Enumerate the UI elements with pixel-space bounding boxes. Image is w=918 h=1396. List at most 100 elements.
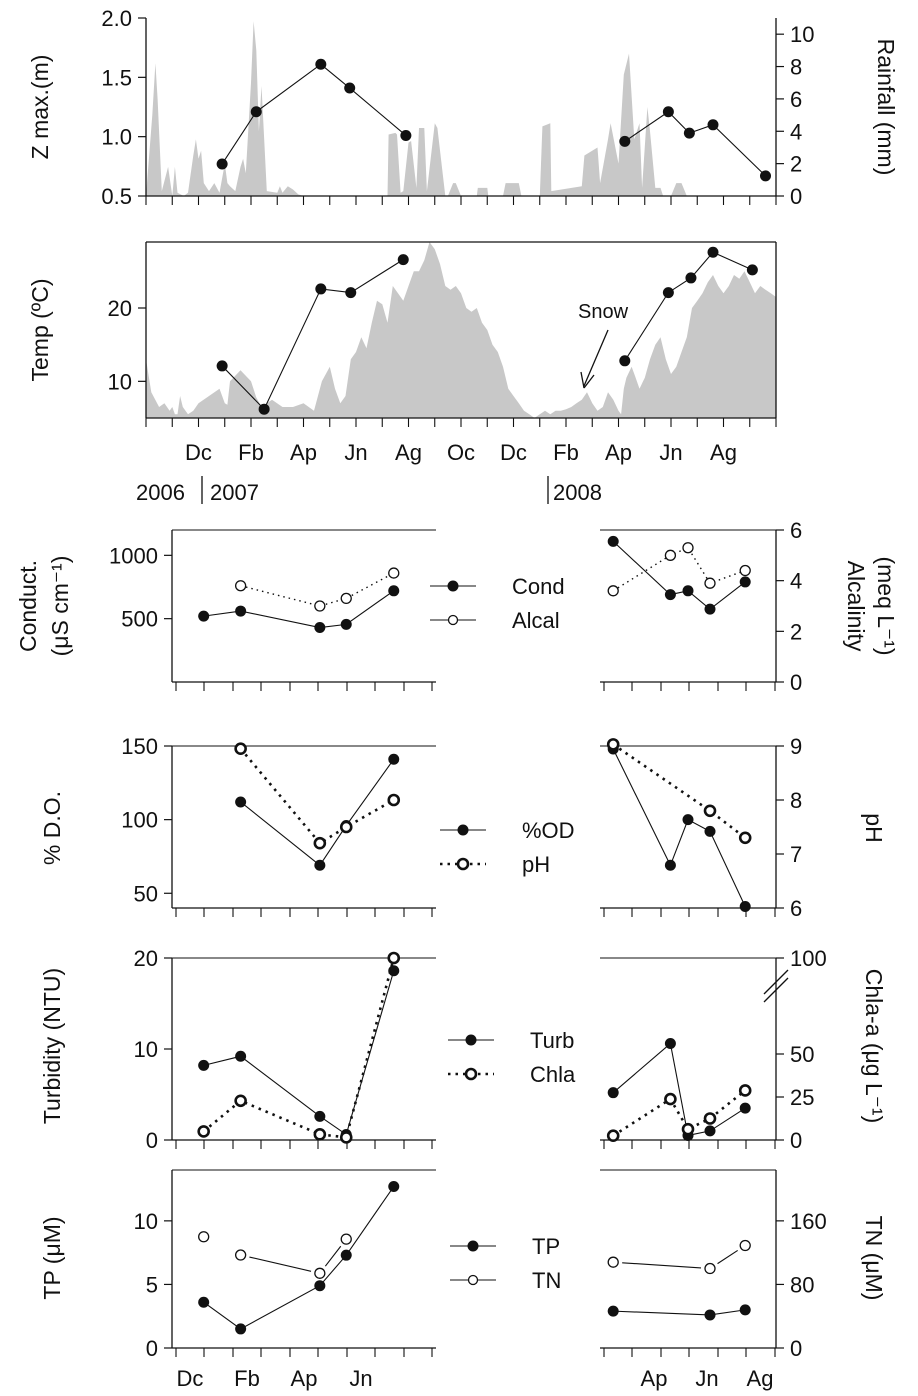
panel-temp: 10 20 Dc Fb Ap Jn Ag Oc Dc Fb Ap Jn Ag Temp (ºC): [27, 241, 777, 465]
y-axis-label-units: (μS cm⁻¹): [47, 556, 73, 657]
panel-conductivity: 500 1000 0 2 4 6 Cond Alcal Conduct. (μS cm⁻¹) Alc…: [15, 518, 899, 695]
data-point: [216, 360, 228, 372]
y2-tick-label: 8: [790, 788, 802, 813]
y-tick-label: 10: [108, 369, 132, 394]
y2-tick-label: 0: [790, 670, 802, 695]
data-point: [314, 1280, 326, 1292]
legend-label: Alcal: [512, 608, 560, 633]
legend-marker: [456, 857, 470, 871]
y-tick-label: 20: [134, 946, 158, 971]
x-tick-label: Fb: [238, 440, 264, 465]
data-point-open: [703, 1112, 717, 1125]
data-point-open: [313, 1128, 327, 1141]
y-tick-label: 20: [108, 296, 132, 321]
y2-tick-label: 10: [790, 22, 814, 47]
data-point: [314, 1110, 326, 1122]
legend-label: Turb: [530, 1028, 574, 1053]
data-point: [340, 618, 352, 630]
x-tick-label: Jn: [659, 440, 682, 465]
snow-annotation: Snow: [578, 301, 629, 323]
data-point: [258, 403, 270, 415]
data-point: [607, 1087, 619, 1099]
data-point-open: [739, 1239, 751, 1252]
series-line: [324, 1245, 342, 1267]
data-point: [388, 585, 400, 597]
y-axis-label: TP (μM): [39, 1216, 65, 1299]
x-tick-label: Ap: [290, 440, 317, 465]
series-line: [622, 1262, 702, 1269]
y2-tick-label: 6: [790, 518, 802, 543]
x-tick-label: Jn: [695, 1366, 718, 1391]
air-temperature-area: [146, 242, 776, 418]
data-point: [340, 1249, 352, 1261]
legend-label: pH: [522, 852, 550, 877]
data-point: [664, 589, 676, 601]
y-axis-label: Turbidity (NTU): [39, 968, 65, 1124]
y-tick-label: 10: [134, 1037, 158, 1062]
series-line: [613, 1309, 746, 1316]
y-axis-label: Z max.(m): [27, 55, 53, 160]
data-point-open: [339, 1131, 353, 1144]
y2-tick-label: 160: [790, 1209, 827, 1234]
x-tick-label: Fb: [553, 440, 579, 465]
data-point: [704, 825, 716, 837]
data-point: [704, 603, 716, 615]
data-point: [739, 1304, 751, 1316]
data-point-open: [681, 1122, 695, 1136]
legend-marker: [457, 824, 469, 836]
data-point-open: [738, 831, 752, 845]
y-tick-label: 1000: [109, 543, 158, 568]
data-point: [682, 814, 694, 826]
y2-axis-label: Chla-a (μg L⁻¹): [861, 969, 887, 1124]
legend-label: %OD: [522, 818, 575, 843]
data-point-open: [387, 793, 401, 807]
series-line: [612, 546, 746, 592]
data-point: [664, 859, 676, 871]
data-point-open: [664, 549, 677, 561]
y2-axis-label: Alcalinity: [843, 561, 869, 652]
series-line: [240, 758, 395, 867]
axis-break-mark: [763, 969, 789, 995]
snow-arrow-head: [580, 371, 595, 389]
x-tick-label: Dc: [500, 440, 527, 465]
data-point: [388, 753, 400, 765]
x-tick-label: Ag: [747, 1366, 774, 1391]
x-tick-label: Ap: [291, 1366, 318, 1391]
y2-tick-label: 100: [790, 946, 827, 971]
series-line: [717, 1249, 738, 1265]
data-point-open: [682, 542, 694, 554]
data-point: [388, 1181, 400, 1193]
y-tick-label: 150: [121, 734, 158, 759]
legend-marker: [465, 1034, 477, 1046]
data-point: [198, 1059, 210, 1071]
data-point-open: [739, 564, 751, 577]
data-point: [704, 1309, 716, 1321]
panel-dissolved-oxygen: 50 100 150 6 7 8 9 %OD pH % D.O. pH: [39, 734, 887, 921]
y2-tick-label: 80: [790, 1272, 814, 1297]
rainfall-area: [146, 21, 776, 197]
y2-tick-label: 0: [790, 1336, 802, 1361]
legend-label: Chla: [530, 1062, 576, 1087]
data-point-open: [197, 1125, 210, 1138]
y2-tick-label: 4: [790, 119, 802, 144]
y-tick-label: 0: [146, 1336, 158, 1361]
data-point-open: [606, 738, 620, 751]
y2-tick-label: 25: [790, 1085, 814, 1110]
data-point: [683, 127, 695, 139]
legend-label: Cond: [512, 574, 565, 599]
x-tick-label: Dc: [185, 440, 212, 465]
data-point-open: [607, 1256, 619, 1268]
legend-marker: [467, 1240, 479, 1252]
y2-tick-label: 6: [790, 896, 802, 921]
data-point: [315, 58, 327, 70]
y2-tick-label: 9: [790, 734, 802, 759]
data-point: [235, 1050, 247, 1062]
data-point-open: [198, 1231, 210, 1243]
panel-turbidity: 0 10 20 0 25 50 100 Turb Chla Turbidity (NTU) Chla…: [39, 946, 887, 1153]
x-tick-label: Jn: [349, 1366, 372, 1391]
data-point: [746, 264, 758, 276]
data-point: [607, 535, 619, 547]
x-tick-label: Ap: [641, 1366, 668, 1391]
data-point-open: [704, 1262, 716, 1275]
y2-tick-label: 0: [790, 184, 802, 209]
